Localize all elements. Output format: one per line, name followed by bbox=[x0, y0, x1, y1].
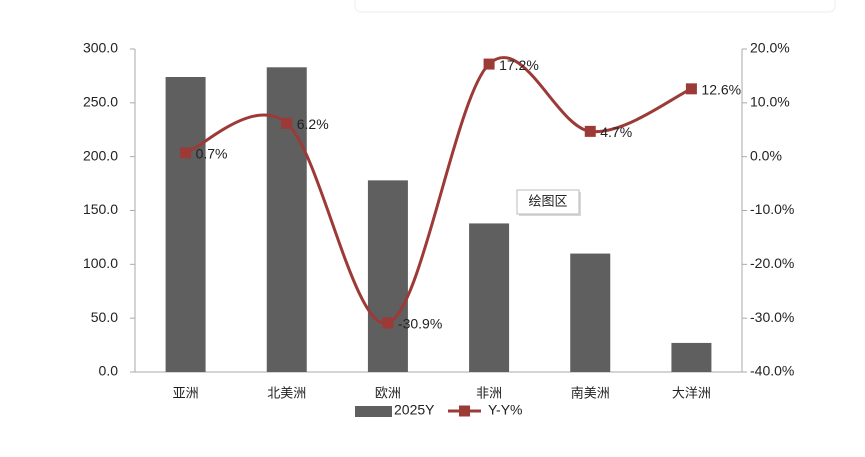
data-label: 6.2% bbox=[297, 116, 329, 132]
line bbox=[185, 56, 693, 325]
line-marker bbox=[483, 58, 495, 70]
x-tick-label: 南美洲 bbox=[571, 385, 610, 400]
bar bbox=[570, 253, 611, 372]
line-marker bbox=[382, 317, 394, 329]
y2-tick-label: -30.0% bbox=[750, 309, 794, 325]
x-tick-label: 北美洲 bbox=[267, 385, 306, 400]
legend-swatch bbox=[355, 406, 392, 417]
bar bbox=[671, 342, 712, 372]
y-tick-label: 0.0 bbox=[99, 363, 119, 379]
legend-marker bbox=[459, 405, 470, 417]
annotation-frame bbox=[516, 189, 580, 215]
legend-label: 2025Y bbox=[394, 402, 435, 418]
bar bbox=[266, 67, 307, 372]
card-edge bbox=[354, 0, 836, 13]
x-tick-label: 亚洲 bbox=[173, 385, 199, 400]
y-tick-label: 200.0 bbox=[83, 147, 118, 163]
y2-tick-label: -20.0% bbox=[750, 255, 794, 271]
data-label: 12.6% bbox=[701, 82, 741, 98]
y-tick-label: 300.0 bbox=[83, 40, 118, 56]
y-tick-label: 50.0 bbox=[91, 309, 118, 325]
x-tick-label: 大洋洲 bbox=[672, 385, 711, 400]
x-tick-label: 非洲 bbox=[476, 385, 502, 400]
annotation: 绘图区 bbox=[528, 193, 567, 208]
y-tick-label: 150.0 bbox=[83, 201, 118, 217]
data-label: 4.7% bbox=[600, 124, 632, 140]
bar bbox=[469, 223, 510, 372]
line-marker bbox=[685, 83, 697, 95]
y2-tick-label: 10.0% bbox=[750, 94, 790, 110]
y2-tick-label: 0.0% bbox=[750, 147, 782, 163]
data-label: 0.7% bbox=[196, 146, 228, 162]
line-marker bbox=[180, 147, 192, 159]
data-label: 17.2% bbox=[499, 57, 539, 73]
line-marker bbox=[281, 117, 293, 129]
y2-tick-label: 20.0% bbox=[750, 40, 790, 56]
y2-tick-label: -40.0% bbox=[750, 363, 794, 379]
y-tick-label: 100.0 bbox=[83, 255, 118, 271]
legend-label: Y-Y% bbox=[488, 402, 523, 418]
data-label: -30.9% bbox=[398, 316, 442, 332]
line-marker bbox=[584, 125, 596, 137]
annotation-box: 绘图区 bbox=[516, 189, 581, 216]
bar bbox=[165, 76, 206, 372]
bar bbox=[367, 180, 408, 372]
x-tick-label: 欧洲 bbox=[375, 385, 401, 400]
y2-tick-label: -10.0% bbox=[750, 201, 794, 217]
y-tick-label: 250.0 bbox=[83, 94, 118, 110]
